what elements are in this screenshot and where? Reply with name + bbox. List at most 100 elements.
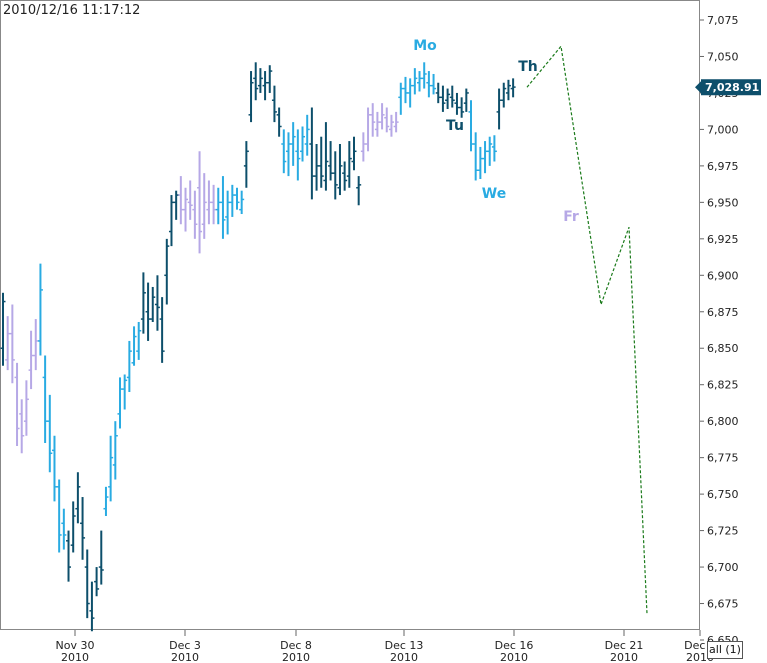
ohlc-bar [145, 282, 151, 341]
ohlc-bar [501, 82, 507, 108]
ohlc-bar [84, 549, 90, 619]
ohlc-bar [154, 275, 160, 331]
ohlc-bar [496, 88, 502, 130]
ohlc-bar [215, 187, 221, 225]
ohlc-bar [257, 68, 263, 93]
x-tick-date: Dec 21 [605, 639, 644, 652]
ohlc-bar [243, 141, 249, 188]
day-label-wed: We [482, 186, 506, 202]
ohlc-bar [374, 111, 380, 137]
y-tick-label: 6,675 [707, 598, 739, 611]
ohlc-bar [253, 62, 259, 101]
ohlc-bar [42, 355, 48, 444]
ohlc-bar [449, 85, 455, 108]
ohlc-bar [276, 107, 282, 137]
x-tick-year: 2010 [610, 651, 638, 663]
ohlc-bar [192, 190, 198, 239]
ohlc-bar [28, 330, 34, 390]
ohlc-bar [248, 71, 254, 123]
ohlc-bar [80, 497, 86, 560]
ohlc-bar [229, 184, 235, 217]
ohlc-bar [295, 129, 301, 181]
y-tick-label: 6,700 [707, 561, 739, 574]
x-tick-year: 2010 [282, 651, 310, 663]
ohlc-bar [491, 135, 497, 162]
ohlc-bar [398, 82, 404, 115]
ohlc-bar [5, 316, 11, 371]
ohlc-bar [33, 319, 39, 371]
ohlc-bar [112, 421, 118, 480]
ohlc-bar [98, 530, 104, 585]
day-label-tue: Tu [446, 118, 464, 134]
day-label-fri: Fr [563, 209, 579, 225]
ohlc-bar [431, 73, 437, 95]
y-tick-label: 6,900 [707, 269, 739, 282]
x-tick-year: 2010 [61, 651, 89, 663]
ohlc-bar [445, 88, 451, 109]
ohlc-bar [487, 136, 493, 166]
ohlc-bar [47, 394, 53, 473]
chart-timestamp: 2010/12/16 11:17:12 [3, 3, 141, 18]
ohlc-bar [356, 176, 362, 206]
ohlc-bar [346, 141, 352, 188]
ohlc-bar [51, 435, 57, 502]
ohlc-bar [351, 136, 357, 171]
ohlc-bar [300, 126, 306, 162]
ohlc-bar [285, 132, 291, 177]
y-tick-label: 6,725 [707, 525, 739, 538]
last-price-tag: 7,028.91 [695, 79, 761, 96]
ohlc-bar [206, 180, 212, 225]
ohlc-bar [328, 141, 334, 181]
ohlc-bar [201, 173, 207, 239]
ohlc-bar [379, 103, 385, 130]
ohlc-bar [463, 88, 469, 112]
ohlc-bar [89, 581, 95, 632]
ohlc-bar [384, 107, 390, 133]
day-label-thu: Th [518, 59, 538, 75]
ohlc-bar [220, 176, 226, 239]
ohlc-bar [482, 141, 488, 174]
range-selector-button[interactable]: all (1) [707, 641, 743, 659]
x-tick-date: Dec 16 [495, 639, 534, 652]
ohlc-bar [421, 62, 427, 89]
ohlc-bar [314, 144, 320, 191]
ohlc-bar [23, 380, 29, 436]
ohlc-bar [426, 71, 432, 98]
ohlc-bar [360, 132, 366, 162]
ohlc-bar [211, 184, 217, 225]
ohlc-bar [407, 78, 413, 108]
ohlc-bar [117, 377, 123, 429]
ohlc-bar [435, 82, 441, 104]
ohlc-bar [75, 472, 81, 524]
ohlc-bar [37, 263, 43, 356]
ohlc-bar [0, 292, 6, 366]
ohlc-bar [440, 85, 446, 112]
x-tick-year: 2010 [171, 651, 199, 663]
y-tick-label: 7,050 [707, 50, 739, 63]
ohlc-bar [505, 79, 511, 101]
ohlc-bar [136, 321, 142, 360]
ohlc-bar [281, 129, 287, 174]
x-tick-date: Dec 8 [280, 639, 312, 652]
ohlc-bar [183, 187, 189, 232]
plot-frame [0, 0, 700, 630]
ohlc-bar [318, 136, 324, 188]
x-tick-year: 2010 [500, 651, 528, 663]
x-tick-date: Dec 13 [385, 639, 424, 652]
ohlc-bar [262, 71, 268, 101]
ohlc-bar [454, 92, 460, 115]
ohlc-bar [239, 190, 245, 215]
ohlc-bar [108, 435, 114, 502]
ohlc-bar [159, 297, 165, 363]
y-tick-label: 6,875 [707, 306, 739, 319]
ohlc-bar [477, 146, 483, 180]
ohlc-bar [56, 479, 62, 553]
ohlc-bar [234, 187, 240, 210]
ohlc-bar [66, 530, 72, 582]
y-tick-label: 7,000 [707, 123, 739, 136]
ohlc-bar [412, 68, 418, 95]
forecast-line [526, 44, 648, 614]
ohlc-bar [70, 501, 76, 553]
